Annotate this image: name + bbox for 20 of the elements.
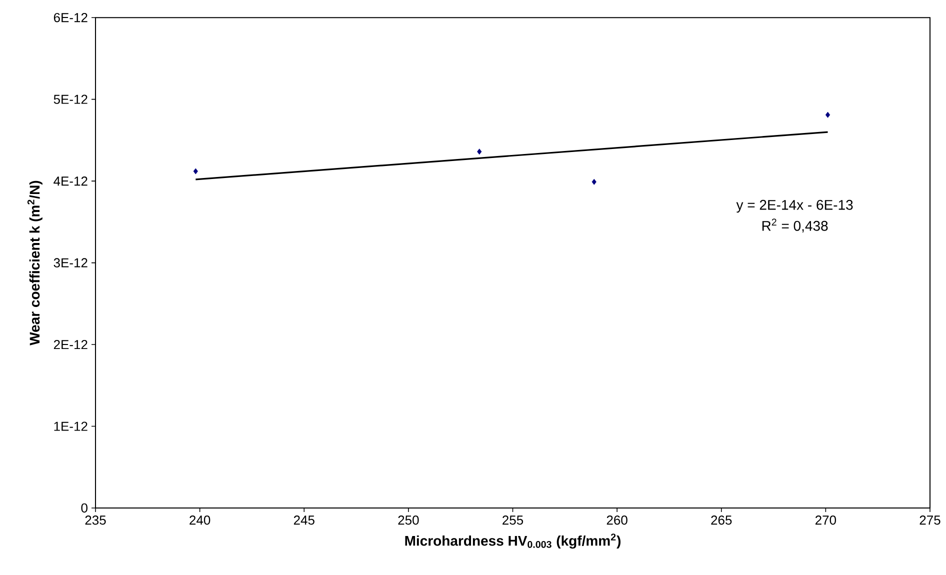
annotation: R$^{2}$ = 0,438 <box>762 218 828 232</box>
y-axis-title: Wear coefficient k (m$^{2}$/N) <box>27 180 42 346</box>
x-tick-label: 250 <box>398 516 419 525</box>
x-tick-label: 245 <box>294 516 314 525</box>
annotation: y = 2E-14x - 6E-13 <box>736 200 853 213</box>
x-axis-title: Microhardness HV$_{0.003}$ (kgf/mm$^{2}$) <box>405 534 621 549</box>
x-tick-label: 240 <box>190 516 210 525</box>
x-tick-label: 265 <box>711 516 732 525</box>
y-tick-label: 2E-12 <box>54 340 88 350</box>
y-tick-label: 0 <box>81 503 88 513</box>
y-tick-label: 1E-12 <box>54 422 88 431</box>
y-tick-label: 4E-12 <box>54 176 88 186</box>
x-tick-label: 270 <box>816 516 836 525</box>
x-tick-label: 255 <box>502 516 524 525</box>
y-tick-label: 5E-12 <box>54 94 88 104</box>
x-tick-label: 235 <box>85 516 106 525</box>
x-tick-label: 260 <box>606 516 628 525</box>
y-tick-label: 6E-12 <box>54 12 88 22</box>
y-tick-label: 3E-12 <box>54 258 88 268</box>
x-tick-label: 275 <box>920 516 940 525</box>
